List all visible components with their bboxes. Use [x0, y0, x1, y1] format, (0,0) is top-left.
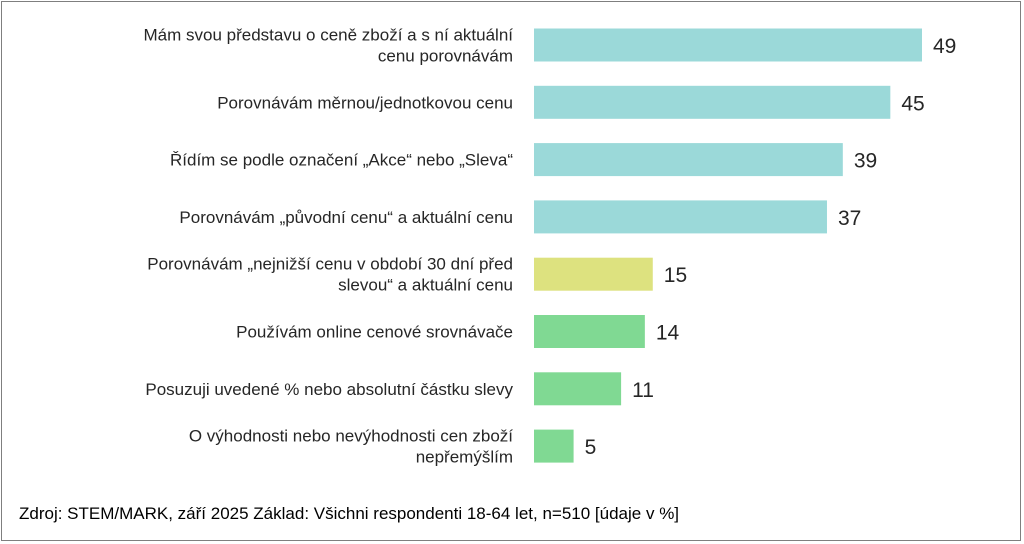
category-label-2: Porovnávám měrnou/jednotkovou cenu — [217, 93, 513, 112]
category-label-5-line-2: slevou“ a aktuální cenu — [338, 276, 513, 295]
value-label-2: 45 — [901, 92, 924, 115]
category-label-5-line-1: Porovnávám „nejnižší cenu v období 30 dn… — [147, 255, 513, 274]
bar-3 — [534, 143, 843, 177]
value-label-1: 49 — [933, 35, 956, 58]
category-label-1-line-1: Mám svou představu o ceně zboží a s ní a… — [144, 26, 514, 45]
bar-6 — [534, 315, 645, 348]
bar-5 — [534, 257, 653, 291]
value-label-8: 5 — [585, 436, 597, 459]
bars-group — [534, 28, 922, 463]
bar-8 — [534, 429, 574, 463]
value-label-4: 37 — [838, 207, 861, 230]
bar-2 — [534, 85, 891, 119]
category-label-6: Používám online cenové srovnávače — [236, 323, 513, 342]
category-label-3: Řídím se podle označení „Akce“ nebo „Sle… — [170, 151, 513, 170]
bar-1 — [534, 28, 922, 62]
bar-chart: Mám svou představu o ceně zboží a s ní a… — [144, 26, 957, 467]
value-label-7: 11 — [632, 379, 654, 402]
category-label-8-line-2: nepřemýšlím — [416, 448, 513, 467]
category-label-7: Posuzuji uvedené % nebo absolutní částku… — [145, 380, 513, 399]
value-label-5: 15 — [664, 264, 687, 287]
category-labels-group: Mám svou představu o ceně zboží a s ní a… — [144, 26, 514, 467]
category-label-1-line-2: cenu porovnávám — [378, 47, 513, 66]
category-label-4: Porovnávám „původní cenu“ a aktuální cen… — [179, 208, 513, 227]
bar-4 — [534, 200, 827, 234]
source-note: Zdroj: STEM/MARK, září 2025 Základ: Všic… — [19, 504, 680, 523]
category-label-8-line-1: O výhodnosti nebo nevýhodnosti cen zboží — [189, 427, 513, 446]
value-label-6: 14 — [656, 322, 680, 345]
value-label-3: 39 — [854, 150, 877, 173]
value-labels-group: 49 45 39 37 15 14 11 5 — [585, 35, 957, 459]
bar-7 — [534, 372, 622, 406]
